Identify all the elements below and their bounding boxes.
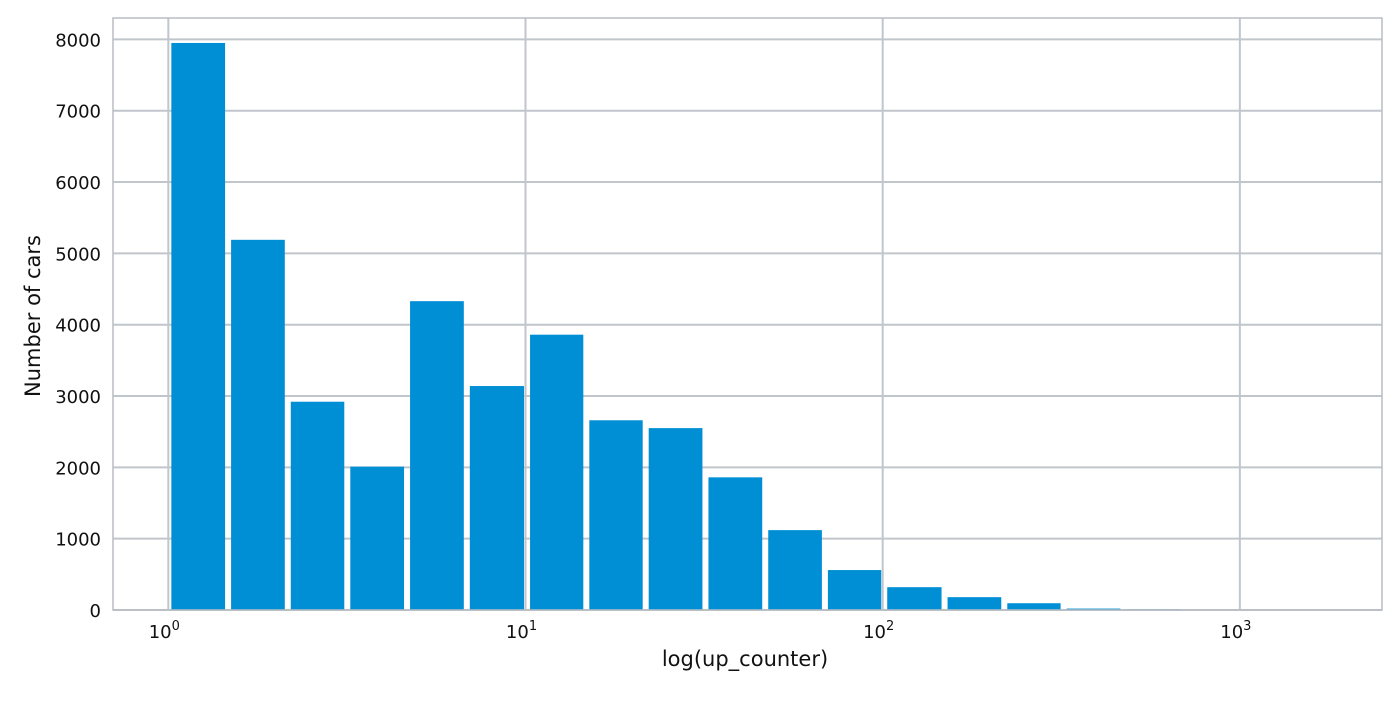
histogram-bar [530,335,583,610]
histogram-bar [1007,603,1060,610]
x-axis-label: log(up_counter) [662,647,828,672]
histogram-bar [470,386,524,610]
x-tick-label: 103 [1220,619,1251,643]
histogram-bar [649,428,703,610]
y-tick-label: 7000 [55,102,101,123]
histogram-bar [708,477,762,610]
y-axis-label: Number of cars [21,235,45,397]
y-tick-label: 3000 [55,387,101,408]
histogram-bar [589,420,642,610]
y-tick-label: 8000 [55,30,101,51]
histogram-bar [410,301,464,610]
y-tick-label: 1000 [55,530,101,551]
y-tick-label: 0 [90,601,101,622]
histogram-bar [887,587,941,610]
histogram-bar [948,597,1002,610]
y-tick-label: 2000 [55,458,101,479]
y-tick-label: 6000 [55,173,101,194]
bar-layer [171,43,1359,610]
histogram-bar [828,570,881,610]
y-tick-label: 4000 [55,316,101,337]
histogram-bar [171,43,225,610]
histogram-bar [768,530,822,610]
x-tick-label: 102 [863,619,894,643]
y-tick-label: 5000 [55,244,101,265]
x-tick-label: 100 [149,619,180,643]
histogram-bar [291,402,345,610]
histogram-bar [350,467,404,610]
x-tick-label: 101 [506,619,537,643]
histogram-bar [231,240,285,610]
